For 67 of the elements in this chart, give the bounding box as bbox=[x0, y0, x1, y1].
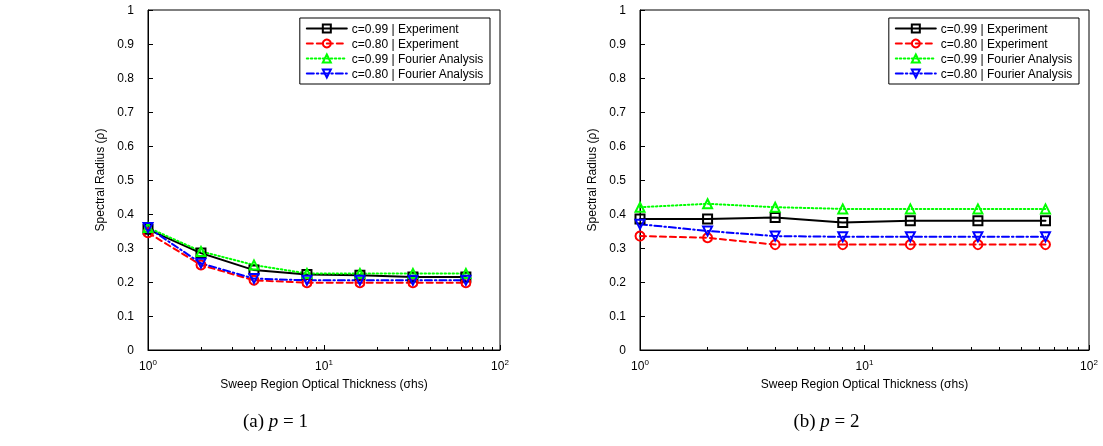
y-axis-title: Spectral Radius (ρ) bbox=[93, 128, 108, 232]
point bbox=[837, 231, 849, 243]
point bbox=[634, 218, 646, 230]
legend-label: c=0.99 | Experiment bbox=[351, 21, 460, 36]
legend-label: c=0.80 | Fourier Analysis bbox=[351, 66, 484, 81]
point bbox=[769, 211, 781, 223]
legend-label: c=0.99 | Experiment bbox=[940, 21, 1049, 36]
point bbox=[769, 201, 781, 213]
point bbox=[1039, 231, 1051, 243]
point bbox=[837, 239, 849, 251]
y-tick-label: 0.9 bbox=[117, 37, 135, 51]
point bbox=[702, 198, 714, 210]
point bbox=[142, 227, 154, 239]
y-tick-label: 0.4 bbox=[117, 207, 135, 221]
point bbox=[769, 239, 781, 251]
point bbox=[972, 203, 984, 215]
y-tick-label: 0 bbox=[619, 343, 627, 357]
point bbox=[769, 230, 781, 242]
y-tick-label: 0 bbox=[127, 343, 135, 357]
legend-label: c=0.99 | Fourier Analysis bbox=[940, 51, 1073, 66]
point bbox=[837, 203, 849, 215]
legend-label: c=0.80 | Experiment bbox=[940, 36, 1049, 51]
y-tick-label: 0.4 bbox=[609, 207, 627, 221]
point bbox=[634, 213, 646, 225]
y-tick-label: 0.8 bbox=[117, 71, 135, 85]
legend-label: c=0.80 | Experiment bbox=[351, 36, 460, 51]
y-tick-label: 0.5 bbox=[609, 173, 627, 187]
point bbox=[904, 231, 916, 243]
legend-label: c=0.99 | Fourier Analysis bbox=[351, 51, 484, 66]
y-axis-title: Spectral Radius (ρ) bbox=[585, 128, 600, 232]
y-tick-label: 0.1 bbox=[609, 309, 627, 323]
y-tick-label: 0.6 bbox=[609, 139, 627, 153]
y-tick-label: 0.2 bbox=[609, 275, 627, 289]
point bbox=[1040, 239, 1051, 251]
x-axis-title: Sweep Region Optical Thickness (σhs) bbox=[220, 377, 428, 391]
point bbox=[702, 225, 714, 237]
y-tick-label: 0.2 bbox=[117, 275, 135, 289]
point bbox=[972, 239, 984, 251]
y-tick-label: 0.6 bbox=[117, 139, 135, 153]
point bbox=[904, 215, 916, 227]
text: (a) p = 1 bbox=[241, 410, 310, 432]
y-tick-label: 0.9 bbox=[609, 37, 627, 51]
point bbox=[702, 213, 714, 225]
point bbox=[1039, 203, 1051, 215]
point bbox=[837, 217, 849, 228]
y-tick-label: 0.3 bbox=[117, 241, 135, 255]
point bbox=[1039, 215, 1051, 227]
point bbox=[634, 230, 646, 242]
point bbox=[972, 215, 984, 227]
point bbox=[248, 259, 260, 271]
y-tick-label: 0.7 bbox=[609, 105, 627, 119]
legend-label: c=0.80 | Fourier Analysis bbox=[940, 66, 1073, 81]
point bbox=[904, 203, 916, 215]
y-tick-label: 0.1 bbox=[117, 309, 135, 323]
x-axis-title: Sweep Region Optical Thickness (σhs) bbox=[760, 377, 969, 391]
point bbox=[972, 231, 984, 243]
point bbox=[248, 264, 260, 276]
y-tick-label: 0.7 bbox=[117, 105, 135, 119]
y-tick-label: 1 bbox=[127, 3, 135, 17]
text: (b) p = 2 bbox=[792, 410, 861, 432]
y-tick-label: 0.8 bbox=[609, 71, 627, 85]
y-tick-label: 1 bbox=[619, 3, 627, 17]
y-tick-label: 0.5 bbox=[117, 173, 135, 187]
y-tick-label: 0.3 bbox=[609, 241, 627, 255]
point bbox=[634, 201, 646, 213]
point bbox=[702, 232, 714, 244]
point bbox=[904, 239, 916, 251]
